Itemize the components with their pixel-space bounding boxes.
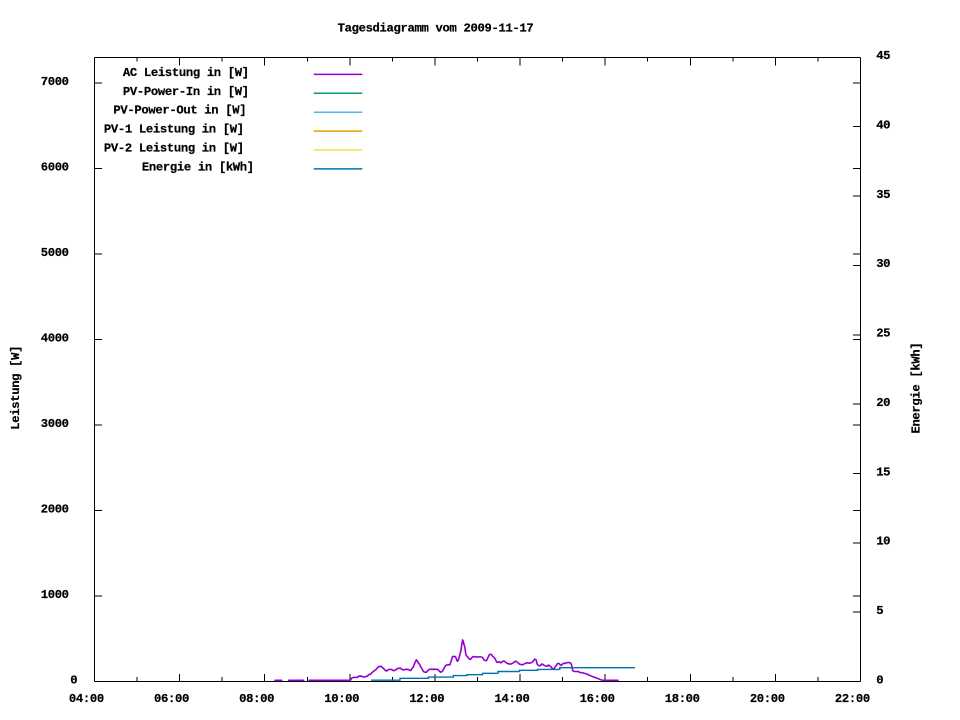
svg-text:15: 15	[876, 465, 890, 479]
svg-text:35: 35	[876, 188, 890, 202]
svg-text:PV-Power-Out in [W]: PV-Power-Out in [W]	[113, 104, 246, 118]
svg-text:3000: 3000	[41, 417, 69, 431]
svg-text:4000: 4000	[41, 331, 69, 345]
svg-text:Energie in [kWh]: Energie in [kWh]	[142, 160, 254, 174]
svg-text:Leistung [W]: Leistung [W]	[9, 346, 23, 430]
svg-text:5000: 5000	[41, 246, 69, 260]
svg-text:20: 20	[876, 396, 890, 410]
svg-text:45: 45	[876, 49, 890, 63]
svg-text:AC Leistung in [W]: AC Leistung in [W]	[123, 66, 249, 80]
svg-text:Tagesdiagramm vom 2009-11-17: Tagesdiagramm vom 2009-11-17	[338, 22, 534, 36]
svg-text:7000: 7000	[41, 75, 69, 89]
svg-text:PV-Power-In in [W]: PV-Power-In in [W]	[123, 85, 249, 99]
svg-text:Energie [kWh]: Energie [kWh]	[909, 343, 923, 434]
svg-text:0: 0	[876, 673, 883, 687]
svg-text:1000: 1000	[41, 588, 69, 602]
svg-text:20:00: 20:00	[750, 692, 785, 706]
svg-text:25: 25	[876, 327, 890, 341]
svg-text:04:00: 04:00	[69, 692, 104, 706]
svg-text:08:00: 08:00	[239, 692, 274, 706]
svg-text:22:00: 22:00	[835, 692, 870, 706]
svg-text:6000: 6000	[41, 160, 69, 174]
svg-text:2000: 2000	[41, 502, 69, 516]
svg-text:14:00: 14:00	[495, 692, 530, 706]
svg-text:PV-2 Leistung in [W]: PV-2 Leistung in [W]	[104, 142, 244, 156]
svg-text:12:00: 12:00	[409, 692, 444, 706]
svg-text:PV-1 Leistung in [W]: PV-1 Leistung in [W]	[104, 123, 244, 137]
svg-text:30: 30	[876, 257, 890, 271]
svg-text:5: 5	[876, 604, 883, 618]
svg-text:40: 40	[876, 119, 890, 133]
svg-text:0: 0	[70, 673, 77, 687]
svg-text:10:00: 10:00	[324, 692, 359, 706]
svg-text:16:00: 16:00	[580, 692, 615, 706]
svg-text:06:00: 06:00	[154, 692, 189, 706]
svg-text:10: 10	[876, 535, 890, 549]
svg-text:18:00: 18:00	[665, 692, 700, 706]
